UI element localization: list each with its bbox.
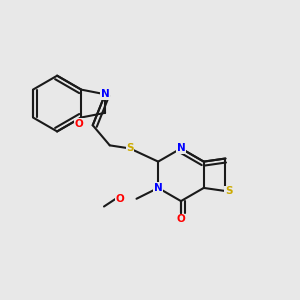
Text: S: S: [126, 143, 134, 154]
Text: O: O: [115, 194, 124, 204]
Text: N: N: [177, 143, 185, 154]
Text: N: N: [154, 183, 163, 193]
Text: O: O: [74, 119, 83, 129]
Text: O: O: [177, 214, 185, 224]
Text: N: N: [101, 89, 110, 99]
Text: S: S: [225, 186, 232, 196]
